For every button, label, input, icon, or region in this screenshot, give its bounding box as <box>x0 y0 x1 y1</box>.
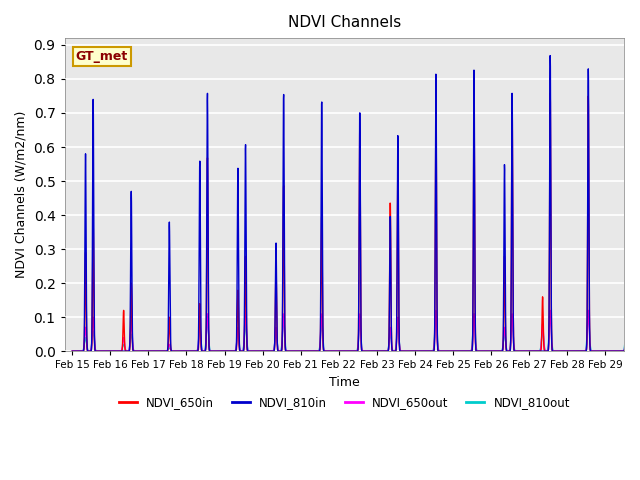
Text: GT_met: GT_met <box>76 50 128 63</box>
Legend: NDVI_650in, NDVI_810in, NDVI_650out, NDVI_810out: NDVI_650in, NDVI_810in, NDVI_650out, NDV… <box>115 392 575 414</box>
Y-axis label: NDVI Channels (W/m2/nm): NDVI Channels (W/m2/nm) <box>15 111 28 278</box>
Title: NDVI Channels: NDVI Channels <box>288 15 401 30</box>
X-axis label: Time: Time <box>329 376 360 389</box>
